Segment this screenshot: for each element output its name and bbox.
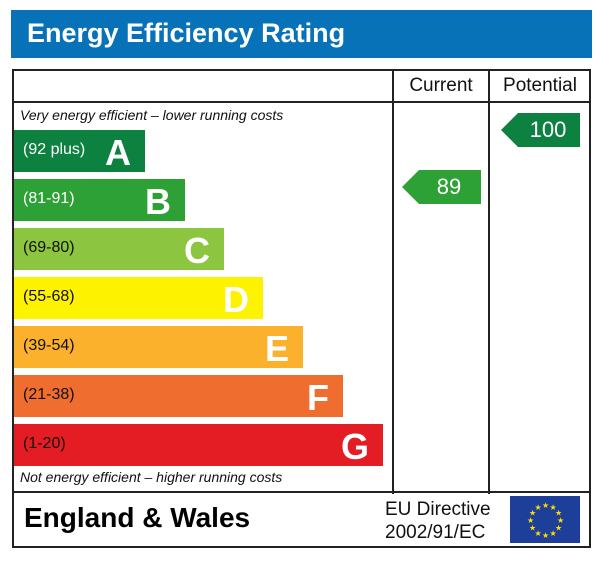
- rating-table: [12, 69, 591, 548]
- divider: [488, 69, 490, 494]
- band-bar-f: (21-38) F: [14, 375, 343, 418]
- band-bar-e: (39-54) E: [14, 326, 303, 369]
- star-icon: ★: [557, 516, 564, 525]
- band-range: (69-80): [23, 239, 75, 256]
- potential-rating-value: 100: [529, 117, 567, 142]
- band-letter: A: [105, 132, 131, 173]
- band-range: (1-20): [23, 435, 66, 452]
- potential-rating-arrow: 100: [501, 113, 580, 147]
- band-letter: B: [145, 181, 171, 222]
- band-letter: D: [223, 279, 249, 320]
- divider: [12, 101, 591, 103]
- band-letter: G: [340, 426, 369, 467]
- star-icon: ★: [555, 509, 562, 518]
- band-range: (55-68): [23, 288, 75, 305]
- region-label: England & Wales: [24, 502, 251, 533]
- star-icon: ★: [535, 529, 542, 538]
- directive-line2: 2002/91/EC: [385, 522, 486, 543]
- band-bar-d: (55-68) D: [14, 277, 263, 320]
- band-range: (39-54): [23, 337, 75, 354]
- band-bar-a: (92 plus) A: [14, 130, 145, 173]
- star-icon: ★: [555, 524, 562, 533]
- band-range: (92 plus): [23, 141, 86, 158]
- band-bar-b: (81-91) B: [14, 179, 185, 222]
- star-icon: ★: [542, 531, 549, 540]
- bottom-note: Not energy efficient – higher running co…: [20, 469, 283, 485]
- potential-header: Potential: [503, 75, 577, 96]
- divider: [392, 69, 394, 494]
- eu-flag-icon: ★ ★ ★ ★ ★ ★ ★ ★ ★ ★ ★ ★: [510, 496, 580, 543]
- band-bar-c: (69-80) C: [14, 228, 224, 271]
- current-header: Current: [409, 75, 473, 96]
- current-rating-value: 89: [436, 174, 462, 199]
- star-icon: ★: [550, 503, 557, 512]
- band-bar-g: (1-20) G: [14, 424, 383, 467]
- band-letter: C: [184, 230, 210, 271]
- star-icon: ★: [550, 529, 557, 538]
- star-icon: ★: [535, 503, 542, 512]
- title-bar: Energy Efficiency Rating: [11, 10, 592, 58]
- band-letter: F: [307, 377, 329, 418]
- divider: [12, 491, 591, 493]
- star-icon: ★: [542, 501, 549, 510]
- star-icon: ★: [527, 516, 534, 525]
- directive-label: EU Directive 2002/91/EC: [385, 498, 491, 544]
- star-icon: ★: [529, 524, 536, 533]
- directive-line1: EU Directive: [385, 499, 491, 520]
- star-icon: ★: [529, 509, 536, 518]
- band-range: (81-91): [23, 190, 75, 207]
- band-letter: E: [264, 328, 289, 369]
- current-rating-arrow: 89: [402, 170, 481, 204]
- band-range: (21-38): [23, 386, 75, 403]
- chart-title: Energy Efficiency Rating: [27, 18, 346, 48]
- top-note: Very energy efficient – lower running co…: [20, 107, 284, 123]
